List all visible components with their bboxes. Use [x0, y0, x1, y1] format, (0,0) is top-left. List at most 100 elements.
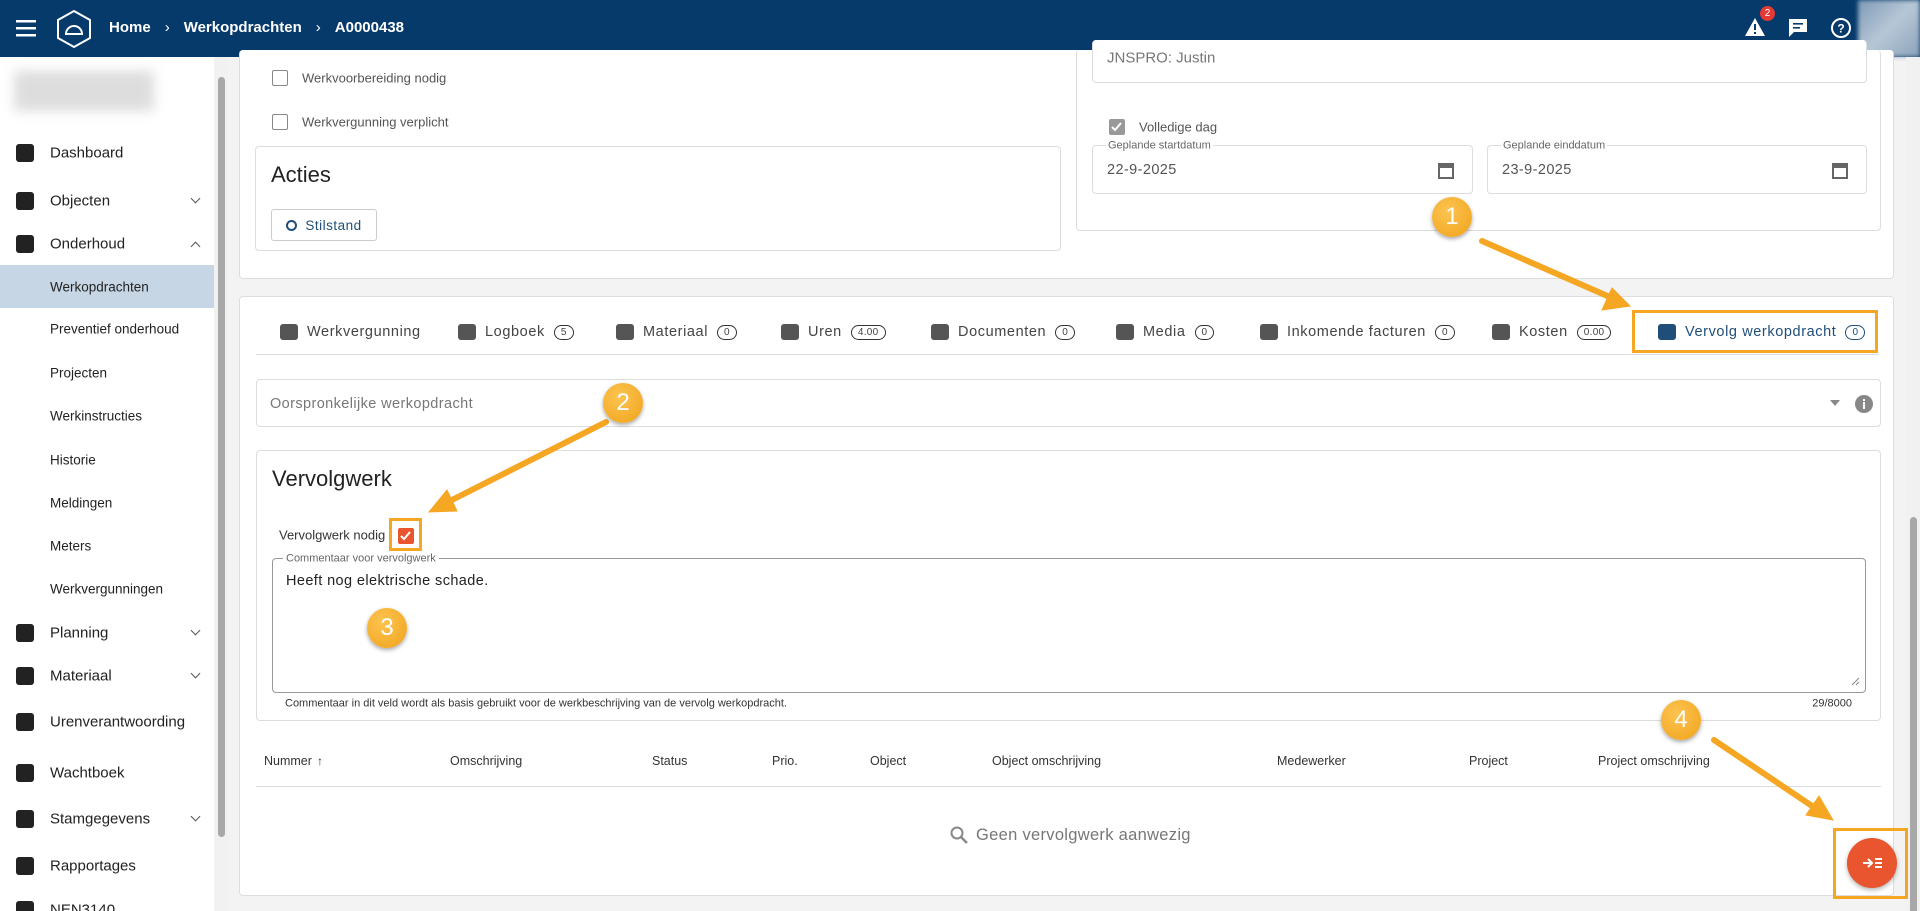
column-header[interactable]: Object: [870, 753, 907, 768]
full-day-checkbox[interactable]: [1109, 119, 1125, 135]
tab-divider: [256, 354, 1879, 355]
alert-icon[interactable]: [1744, 17, 1766, 37]
column-header[interactable]: Nummer: [264, 753, 312, 768]
nav-item[interactable]: Werkvergunningen: [50, 581, 164, 597]
tab[interactable]: Logboek 5: [458, 324, 574, 340]
tab-label: Kosten: [1519, 324, 1568, 340]
assignee-value: JNSPRO: Justin: [1107, 49, 1216, 67]
tabs-card: Oorspronkelijke werkopdracht Vervolgwerk…: [239, 296, 1894, 896]
dropdown-arrow: [1830, 400, 1840, 406]
nav-icon: [16, 764, 34, 782]
field-label: Geplande einddatum: [1501, 139, 1608, 152]
menu-button[interactable]: [16, 18, 38, 38]
chevron: [190, 193, 201, 204]
tab-icon: [931, 324, 949, 340]
nav-item[interactable]: Objecten: [50, 192, 111, 210]
nav-item[interactable]: Werkopdrachten: [50, 279, 149, 295]
nav-item[interactable]: Urenverantwoording: [50, 713, 186, 731]
nav-item[interactable]: Projecten: [50, 365, 108, 381]
tab[interactable]: Vervolg werkopdracht 0: [1658, 324, 1866, 340]
top-bar: Home › Werkopdrachten › A0000438 2 ?: [0, 0, 1920, 57]
nav-icon: [16, 857, 34, 875]
stilstand-button[interactable]: Stilstand: [271, 209, 377, 241]
nav-item[interactable]: Planning: [50, 624, 109, 642]
tab-icon: [1260, 324, 1278, 340]
tab-label: Werkvergunning: [307, 324, 421, 340]
followup-card: Vervolgwerk Vervolgwerk nodig Commentaar…: [256, 450, 1881, 721]
checkbox[interactable]: [272, 70, 288, 86]
tab-icon: [280, 324, 298, 340]
user-info: [14, 71, 154, 111]
assignee-field[interactable]: JNSPRO: Justin: [1092, 40, 1867, 83]
calendar-icon[interactable]: [1438, 161, 1454, 179]
column-header[interactable]: Status: [652, 753, 688, 768]
highlight-box: [389, 518, 422, 551]
logo[interactable]: [56, 9, 92, 49]
tab-label: Documenten: [958, 324, 1047, 340]
tab[interactable]: Media 0: [1116, 324, 1215, 340]
tab[interactable]: Documenten 0: [931, 324, 1076, 340]
tab-badge: 5: [553, 324, 574, 340]
char-counter: 29/8000: [1812, 697, 1852, 710]
nav-icon: [16, 624, 34, 642]
nav-item[interactable]: Onderhoud: [50, 235, 126, 253]
chat-icon[interactable]: [1788, 18, 1808, 38]
tab[interactable]: Uren 4.00: [781, 324, 886, 340]
calendar-icon[interactable]: [1832, 161, 1848, 179]
nav-item[interactable]: Rapportages: [50, 857, 136, 875]
tab-icon: [781, 324, 799, 340]
start-date-field[interactable]: Geplande startdatum 22-9-2025: [1092, 140, 1473, 194]
nav-item[interactable]: Stamgegevens: [50, 810, 151, 828]
nav-item[interactable]: Preventief onderhoud: [50, 321, 180, 337]
breadcrumb-item[interactable]: Home: [109, 19, 151, 36]
help-icon[interactable]: ?: [1830, 17, 1852, 39]
breadcrumb-item[interactable]: A0000438: [334, 19, 405, 36]
nav-item[interactable]: Werkinstructies: [50, 408, 143, 424]
breadcrumb-item[interactable]: Werkopdrachten: [183, 19, 302, 36]
nav-item[interactable]: NEN3140: [50, 901, 116, 911]
nav-icon: [16, 192, 34, 210]
column-header[interactable]: Project omschrijving: [1598, 753, 1710, 768]
nav-icon: [16, 901, 34, 911]
tab[interactable]: Inkomende facturen 0: [1260, 324, 1455, 340]
nav-item[interactable]: Historie: [50, 452, 96, 468]
dropdown-label: Oorspronkelijke werkopdracht: [270, 395, 474, 412]
end-date-field[interactable]: Geplande einddatum 23-9-2025: [1487, 140, 1867, 194]
avatar[interactable]: [1858, 0, 1920, 57]
info-icon[interactable]: [1854, 394, 1874, 414]
checkbox[interactable]: [272, 114, 288, 130]
sidebar-scrollbar: [214, 57, 228, 911]
column-header[interactable]: Omschrijving: [450, 753, 523, 768]
field-value: 23-9-2025: [1502, 161, 1572, 178]
tab[interactable]: Kosten 0.00: [1492, 324, 1612, 340]
notification-badge: 2: [1760, 6, 1775, 21]
tab-label: Materiaal: [643, 324, 709, 340]
tab-label: Vervolg werkopdracht: [1685, 324, 1837, 340]
create-followup-button[interactable]: [1847, 838, 1897, 888]
followup-required-checkbox[interactable]: [398, 528, 414, 544]
nav-item[interactable]: Materiaal: [50, 667, 112, 685]
column-header[interactable]: Project: [1469, 753, 1508, 768]
nav-item[interactable]: Meters: [50, 538, 92, 554]
search-icon: [950, 826, 968, 844]
nav-item[interactable]: Wachtboek: [50, 764, 125, 782]
planning-card: JNSPRO: Justin Volledige dag Geplande st…: [1076, 40, 1881, 231]
column-header[interactable]: Medewerker: [1277, 753, 1346, 768]
actions-title: Acties: [271, 162, 331, 187]
nav-item[interactable]: Meldingen: [50, 495, 113, 511]
svg-text:?: ?: [1837, 22, 1844, 36]
original-dropdown[interactable]: Oorspronkelijke werkopdracht: [256, 379, 1881, 427]
tab-label: Logboek: [485, 324, 545, 340]
tab-icon: [1658, 324, 1676, 340]
comment-textarea[interactable]: Commentaar voor vervolgwerk Heeft nog el…: [272, 553, 1866, 693]
tab-label: Media: [1143, 324, 1186, 340]
sort-icon: ↑: [317, 754, 323, 768]
callout: 1: [1432, 197, 1472, 237]
column-header[interactable]: Prio.: [772, 753, 798, 768]
tab[interactable]: Materiaal 0: [616, 324, 737, 340]
nav-item[interactable]: Dashboard: [50, 144, 124, 162]
hint-text: Commentaar in dit veld wordt als basis g…: [285, 697, 787, 710]
tab[interactable]: Werkvergunning: [280, 324, 421, 340]
column-header[interactable]: Object omschrijving: [992, 753, 1102, 768]
field-label: Geplande startdatum: [1106, 139, 1213, 152]
